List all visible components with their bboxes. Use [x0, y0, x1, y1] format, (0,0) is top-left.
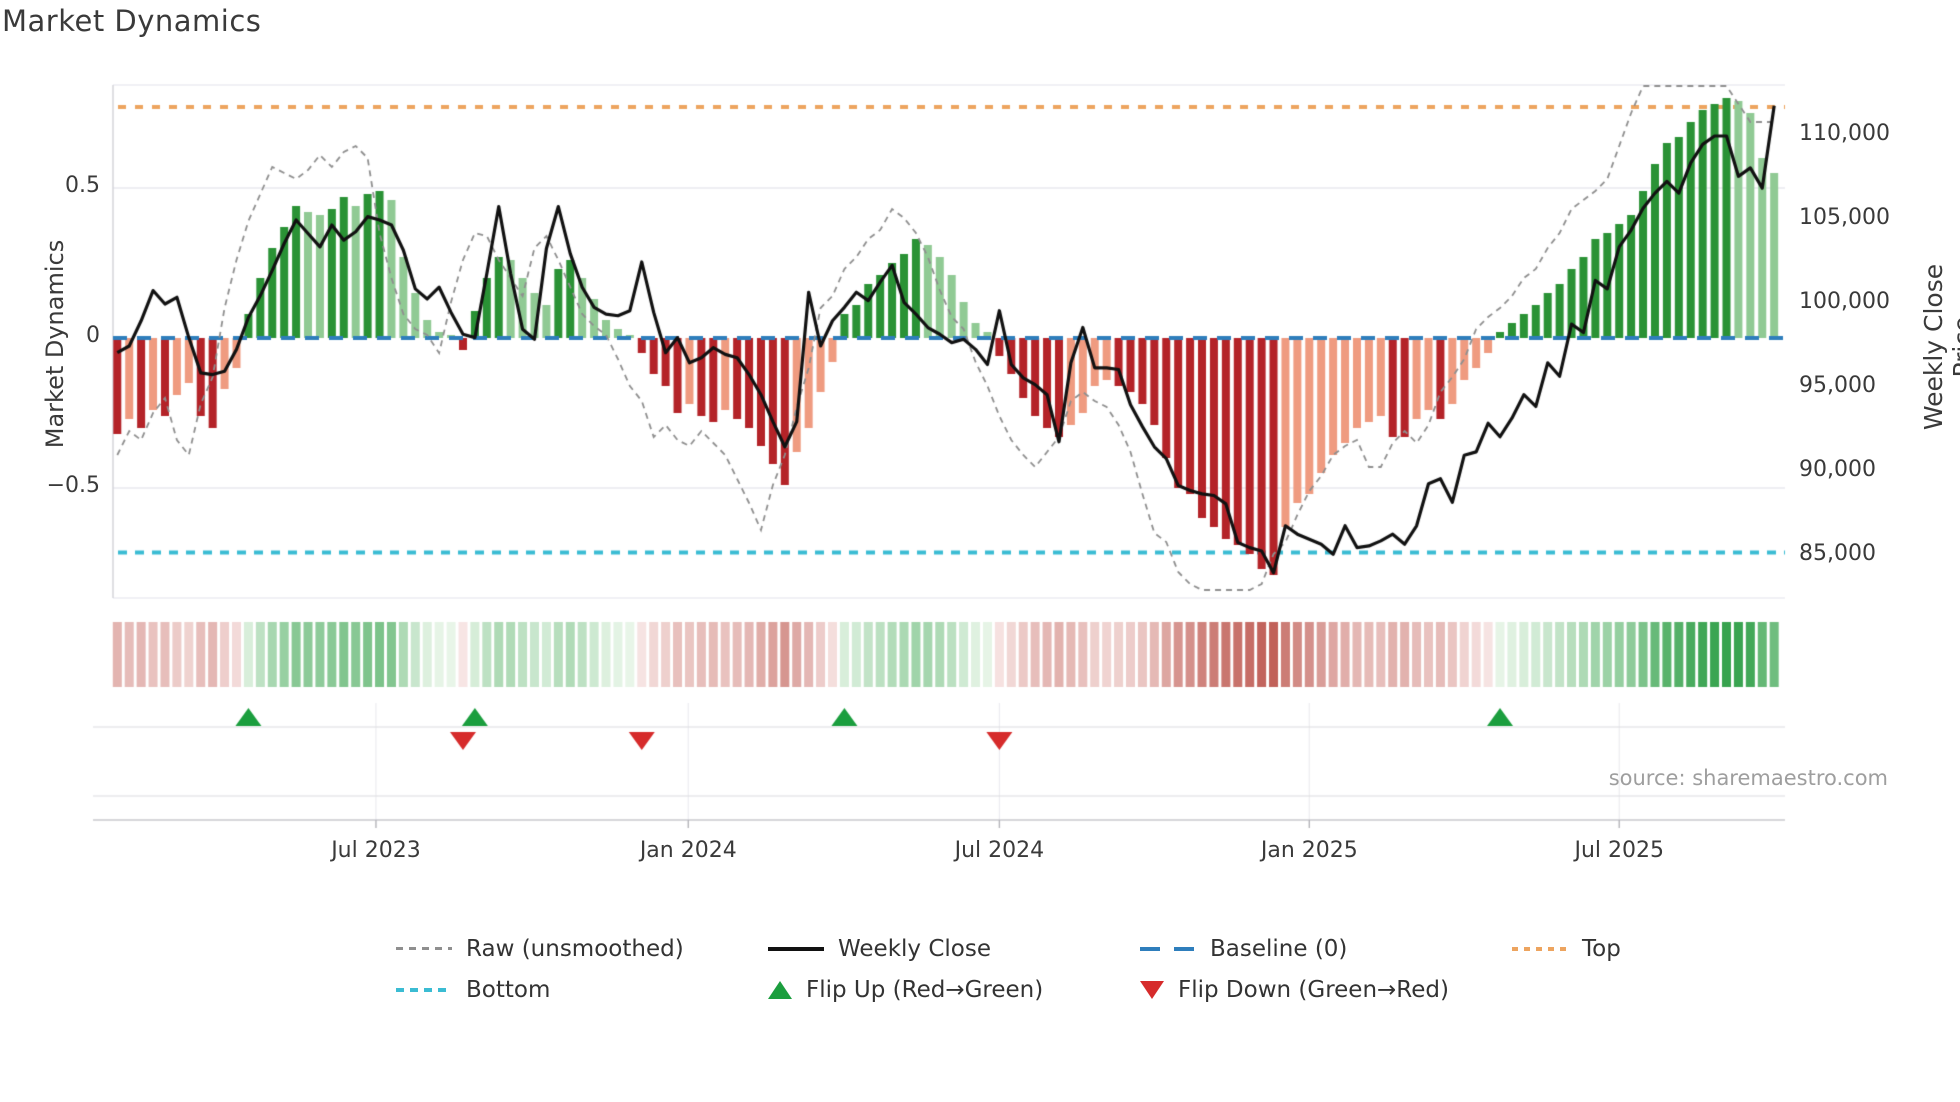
x-tick-label: Jan 2025 [1260, 838, 1358, 863]
legend-label: Raw (unsmoothed) [466, 935, 684, 962]
legend-label: Flip Down (Green→Red) [1178, 976, 1449, 1003]
y-tick-label-right: 100,000 [1799, 289, 1890, 314]
source-credit: source: sharemaestro.com [1608, 766, 1888, 790]
legend-item-bottom: Bottom [316, 969, 688, 1010]
y-tick-label-right: 85,000 [1799, 541, 1876, 566]
y-tick-label-right: 90,000 [1799, 457, 1876, 482]
y-tick-label-left: 0 [86, 323, 100, 348]
y-tick-label-right: 110,000 [1799, 121, 1890, 146]
legend-label: Baseline (0) [1210, 935, 1348, 962]
dotted-orange-line-icon [1512, 946, 1568, 951]
y-tick-label-left: −0.5 [46, 473, 100, 498]
legend-item-raw: Raw (unsmoothed) [316, 928, 688, 969]
page-title: Market Dynamics [2, 4, 262, 38]
x-tick-label: Jul 2024 [954, 838, 1045, 863]
y-tick-label-right: 105,000 [1799, 205, 1890, 230]
legend-label: Top [1582, 935, 1621, 962]
legend-item-baseline: Baseline (0) [1060, 928, 1432, 969]
legend-label: Flip Up (Red→Green) [806, 976, 1044, 1003]
legend: Raw (unsmoothed) Weekly Close Baseline (… [316, 928, 1804, 1010]
solid-black-line-icon [768, 946, 824, 951]
y-tick-label-right: 95,000 [1799, 373, 1876, 398]
dashed-gray-line-icon [396, 947, 452, 950]
x-tick-label: Jan 2024 [639, 838, 737, 863]
flip-up-triangle-icon [768, 980, 792, 999]
legend-item-flip-down: Flip Down (Green→Red) [1060, 969, 1449, 1010]
legend-item-weekly-close: Weekly Close [688, 928, 1060, 969]
dashed-cyan-line-icon [396, 987, 452, 992]
flip-down-triangle-icon [1140, 980, 1164, 999]
x-tick-label: Jul 2025 [1574, 838, 1664, 863]
legend-item-top: Top [1432, 928, 1804, 969]
y-tick-label-left: 0.5 [65, 173, 100, 198]
legend-label: Weekly Close [838, 935, 991, 962]
x-tick-label: Jul 2023 [331, 838, 421, 863]
dashed-blue-line-icon [1140, 946, 1196, 951]
legend-label: Bottom [466, 976, 551, 1003]
right-axis-label: Weekly Close Price [1919, 263, 1960, 431]
legend-item-flip-up: Flip Up (Red→Green) [688, 969, 1060, 1010]
